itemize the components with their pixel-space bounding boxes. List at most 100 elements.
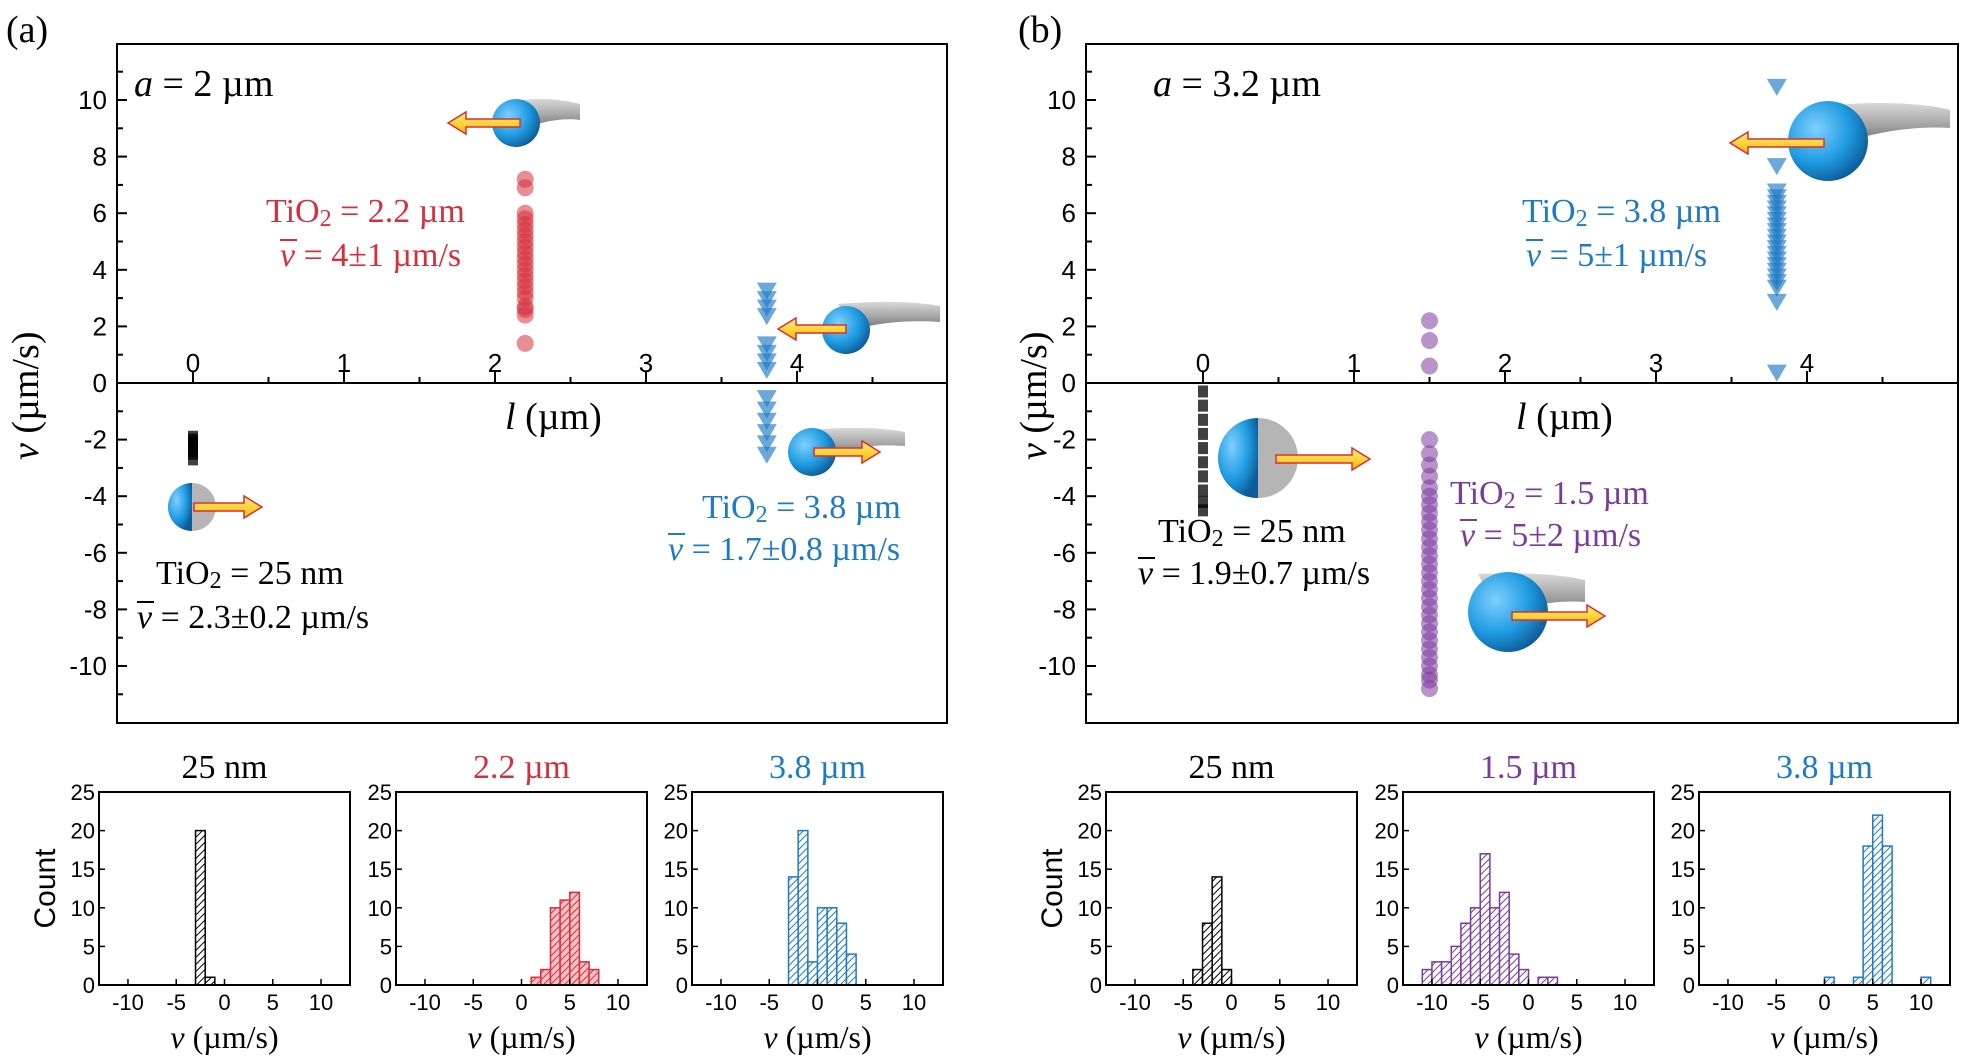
motor-icon-b-top <box>1728 101 1950 181</box>
x-tick-label: 10 <box>902 990 926 1015</box>
histogram-x-label: v (µm/s) <box>763 1019 871 1055</box>
y-tick-label: 10 <box>71 896 95 921</box>
x-tick-label: -5 <box>1470 990 1490 1015</box>
histogram-bar <box>1450 945 1462 986</box>
data-point <box>1766 78 1787 96</box>
data-point <box>756 308 777 326</box>
a-label-a: a = 2 µm <box>134 63 273 105</box>
histogram-bar <box>559 899 571 986</box>
x-tick-label: 10 <box>1316 990 1340 1015</box>
x-tick-label: 0 <box>186 348 200 378</box>
panel-label-a: (a) <box>6 9 48 51</box>
data-point <box>1198 399 1208 412</box>
y-axis-title-b: v (µm/s) <box>1013 332 1055 460</box>
panel-a: (a) -10 -8 -6 -4 -2 0 2 4 6 8 10 0 1 2 3 4 a = 2 µm l … <box>5 9 948 724</box>
motor-icon-a-top <box>446 98 580 147</box>
annotation-b-25nm: TiO2 = 25 nm v = 1.9±0.7 µm/s <box>1138 513 1370 592</box>
histogram-title: 25 nm <box>182 749 268 786</box>
y-tick-label: 4 <box>1062 255 1076 285</box>
x-tick-label: -10 <box>1712 990 1744 1015</box>
histogram-bar <box>1211 876 1223 986</box>
data-point <box>1766 364 1787 382</box>
histogram-x-label: v (µm/s) <box>170 1019 278 1055</box>
x-tick-label: -10 <box>1119 990 1151 1015</box>
x-axis-title-a: l (µm) <box>505 396 602 438</box>
y-tick-label: 5 <box>1090 934 1102 959</box>
histogram-title: 2.2 µm <box>473 749 570 786</box>
histogram-bar <box>1823 976 1835 986</box>
y-tick-label: 8 <box>93 142 107 172</box>
x-tick-label: 5 <box>1274 990 1286 1015</box>
y-tick-label: 25 <box>368 780 392 805</box>
y-tick-label: 15 <box>1671 857 1695 882</box>
data-point <box>1766 279 1787 297</box>
svg-text:v = 5±2 µm/s: v = 5±2 µm/s <box>1460 517 1641 554</box>
x-tick-label: 0 <box>515 990 527 1015</box>
svg-text:TiO2 = 3.8 µm: TiO2 = 3.8 µm <box>1522 193 1721 232</box>
y-tick-label: 0 <box>83 973 95 998</box>
data-point <box>1198 470 1208 483</box>
y-tick-label: 25 <box>1671 780 1695 805</box>
histogram-bar <box>588 968 600 986</box>
histogram-bar <box>540 968 552 986</box>
histogram--a-2-2-m: 0 5 10 15 20 25 -10 -5 0 5 10 2.2 µm v (µm/s) <box>368 749 648 1055</box>
y-tick-label: 10 <box>368 896 392 921</box>
svg-text:v = 5±1 µm/s: v = 5±1 µm/s <box>1526 237 1707 274</box>
y-tick-label: 20 <box>1375 819 1399 844</box>
histogram-bar <box>836 922 848 986</box>
data-point <box>756 435 777 453</box>
histogram-frame <box>98 791 351 986</box>
histogram--a-25-nm: 0 5 10 15 20 25 -10 -5 0 5 10 25 nm v (µm/s) Count <box>29 749 351 1055</box>
y-tick-label: -10 <box>1038 651 1076 681</box>
histogram-x-label: v (µm/s) <box>1474 1019 1582 1055</box>
histogram-bar <box>1421 968 1433 986</box>
y-tick-label: 25 <box>664 780 688 805</box>
data-point <box>756 412 777 430</box>
x-tick-label: -5 <box>463 990 483 1015</box>
y-tick-label: 20 <box>1671 819 1695 844</box>
data-point <box>1421 431 1438 449</box>
x-tick-label: 5 <box>564 990 576 1015</box>
histogram-x-label: v (µm/s) <box>1770 1019 1878 1055</box>
x-tick-label: 0 <box>218 990 230 1015</box>
x-axis-title-b: l (µm) <box>1516 396 1613 438</box>
histogram-bar <box>1852 976 1864 986</box>
y-tick-label: -2 <box>1053 425 1076 455</box>
data-point <box>1198 427 1208 440</box>
histogram-bar <box>204 976 216 986</box>
annotation-b-38um: TiO2 = 3.8 µm v = 5±1 µm/s <box>1522 193 1721 274</box>
data-point <box>1421 332 1438 350</box>
x-tick-label: -5 <box>759 990 779 1015</box>
x-axis-a: 0 1 2 3 4 <box>186 348 874 383</box>
annotation-b-15um: TiO2 = 1.5 µm v = 5±2 µm/s <box>1450 475 1649 554</box>
data-point <box>1198 442 1208 455</box>
svg-text:v = 1.7±0.8 µm/s: v = 1.7±0.8 µm/s <box>668 531 900 568</box>
y-axis-a: -10 -8 -6 -4 -2 0 2 4 6 8 10 <box>69 70 127 696</box>
histogram-title: 25 nm <box>1189 749 1275 786</box>
x-tick-label: 5 <box>860 990 872 1015</box>
data-point <box>1198 495 1208 508</box>
y-tick-label: -10 <box>69 651 107 681</box>
histogram-frame <box>1105 791 1358 986</box>
histogram-y-label: Count <box>29 848 62 929</box>
y-tick-label: 15 <box>1375 857 1399 882</box>
histogram-bar <box>1192 968 1204 986</box>
y-tick-label: 8 <box>1062 142 1076 172</box>
y-tick-label: 15 <box>664 857 688 882</box>
y-tick-label: 10 <box>664 896 688 921</box>
histogram-bar <box>1862 845 1874 986</box>
x-tick-label: 5 <box>1571 990 1583 1015</box>
x-tick-label: 0 <box>1196 348 1210 378</box>
y-tick-label: -6 <box>84 538 107 568</box>
y-tick-label: 0 <box>380 973 392 998</box>
data-point <box>516 306 534 324</box>
histogram--b-3-8-m: 0 5 10 15 20 25 -10 -5 0 5 10 3.8 µm v (µm/s) <box>1671 749 1951 1055</box>
data-point <box>1198 385 1208 398</box>
y-tick-label: 0 <box>1683 973 1695 998</box>
y-tick-label: 10 <box>1078 896 1102 921</box>
histogram--b-25-nm: 0 5 10 15 20 25 -10 -5 0 5 10 25 nm v (µm/s) Count <box>1036 749 1358 1055</box>
y-tick-label: 15 <box>1078 857 1102 882</box>
svg-text:v = 1.9±0.7 µm/s: v = 1.9±0.7 µm/s <box>1138 555 1370 592</box>
data-point <box>1198 504 1208 517</box>
histogram--b-1-5-m: 0 5 10 15 20 25 -10 -5 0 5 10 1.5 µm v (µm/s) <box>1375 749 1655 1055</box>
